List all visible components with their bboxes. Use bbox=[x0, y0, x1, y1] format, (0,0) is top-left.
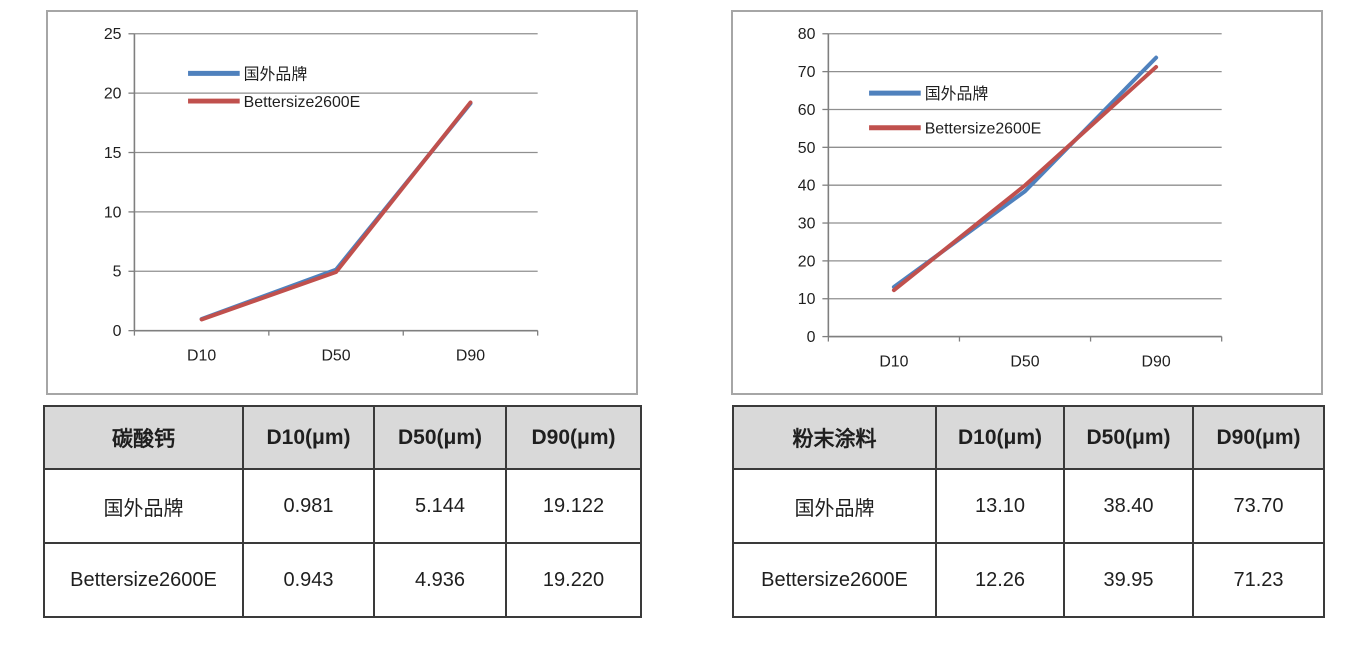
table-header-cell-d90: D90(μm) bbox=[1192, 405, 1325, 470]
table-row: 国外品牌 0.981 5.144 19.122 bbox=[43, 468, 642, 544]
table-cell-d10: 0.981 bbox=[242, 468, 375, 544]
legend-label-0: 国外品牌 bbox=[925, 85, 989, 103]
x-tick-label: D50 bbox=[1010, 353, 1039, 370]
table-cell-d50: 4.936 bbox=[373, 542, 507, 618]
chart-panel-powder-coating: 0 10 20 30 40 50 60 70 80 D10 D50 D90 国外品牌 Bettersize… bbox=[731, 10, 1323, 395]
table-cell-d90: 73.70 bbox=[1192, 468, 1325, 544]
table-cell-d10: 0.943 bbox=[242, 542, 375, 618]
table-header-cell-d90: D90(μm) bbox=[505, 405, 642, 470]
table-header-cell-d50: D50(μm) bbox=[1063, 405, 1194, 470]
y-tick-label: 0 bbox=[113, 323, 122, 340]
table-cell-d50: 38.40 bbox=[1063, 468, 1194, 544]
y-tick-label: 30 bbox=[798, 216, 816, 233]
y-tick-label: 20 bbox=[104, 86, 122, 103]
y-tick-label: 50 bbox=[798, 140, 816, 157]
table-row-label: 国外品牌 bbox=[732, 468, 937, 544]
table-row: 国外品牌 13.10 38.40 73.70 bbox=[732, 468, 1325, 544]
table-row-label: Bettersize2600E bbox=[43, 542, 244, 618]
table-row-label: 国外品牌 bbox=[43, 468, 244, 544]
table-header-cell-material: 粉末涂料 bbox=[732, 405, 937, 470]
table-row-label: Bettersize2600E bbox=[732, 542, 937, 618]
chart-panel-calcium-carbonate: 0 5 10 15 20 25 D10 D50 D90 国外品牌 Bettersize2600E bbox=[46, 10, 638, 395]
x-tick-label: D10 bbox=[187, 347, 216, 364]
table-cell-d90: 19.122 bbox=[505, 468, 642, 544]
legend-label-0: 国外品牌 bbox=[244, 65, 308, 83]
legend-label-1: Bettersize2600E bbox=[925, 121, 1042, 138]
table-header-cell-d10: D10(μm) bbox=[242, 405, 375, 470]
table-row: Bettersize2600E 12.26 39.95 71.23 bbox=[732, 542, 1325, 618]
y-tick-label: 60 bbox=[798, 102, 816, 119]
data-table-powder-coating: 粉末涂料 D10(μm) D50(μm) D90(μm) 国外品牌 13.10 … bbox=[732, 405, 1325, 618]
data-table-calcium-carbonate: 碳酸钙 D10(μm) D50(μm) D90(μm) 国外品牌 0.981 5… bbox=[43, 405, 642, 618]
table-cell-d10: 13.10 bbox=[935, 468, 1065, 544]
table-header-cell-material: 碳酸钙 bbox=[43, 405, 244, 470]
table-header-row: 碳酸钙 D10(μm) D50(μm) D90(μm) bbox=[43, 405, 642, 470]
table-cell-d50: 5.144 bbox=[373, 468, 507, 544]
table-header-cell-d10: D10(μm) bbox=[935, 405, 1065, 470]
table-cell-d50: 39.95 bbox=[1063, 542, 1194, 618]
table-cell-d90: 19.220 bbox=[505, 542, 642, 618]
y-tick-label: 80 bbox=[798, 26, 816, 43]
line-chart-calcium-carbonate: 0 5 10 15 20 25 D10 D50 D90 国外品牌 Bettersize2600E bbox=[104, 26, 539, 364]
y-tick-label: 5 bbox=[113, 264, 122, 281]
y-tick-label: 10 bbox=[104, 204, 122, 221]
x-tick-label: D10 bbox=[879, 353, 908, 370]
table-header-cell-d50: D50(μm) bbox=[373, 405, 507, 470]
y-tick-label: 40 bbox=[798, 178, 816, 195]
x-tick-label: D50 bbox=[321, 347, 350, 364]
y-tick-label: 10 bbox=[798, 291, 816, 308]
x-tick-label: D90 bbox=[456, 347, 485, 364]
series-line-1 bbox=[199, 100, 473, 322]
y-tick-label: 25 bbox=[104, 26, 122, 43]
line-chart-powder-coating: 0 10 20 30 40 50 60 70 80 D10 D50 D90 国外品牌 Bettersize… bbox=[798, 26, 1223, 370]
table-header-row: 粉末涂料 D10(μm) D50(μm) D90(μm) bbox=[732, 405, 1325, 470]
x-tick-label: D90 bbox=[1142, 353, 1171, 370]
y-tick-label: 0 bbox=[807, 329, 816, 346]
table-row: Bettersize2600E 0.943 4.936 19.220 bbox=[43, 542, 642, 618]
y-tick-label: 20 bbox=[798, 253, 816, 270]
y-tick-label: 15 bbox=[104, 145, 122, 162]
y-tick-label: 70 bbox=[798, 64, 816, 81]
table-cell-d90: 71.23 bbox=[1192, 542, 1325, 618]
table-cell-d10: 12.26 bbox=[935, 542, 1065, 618]
legend-label-1: Bettersize2600E bbox=[244, 94, 361, 111]
series-line-1 bbox=[891, 64, 1159, 293]
